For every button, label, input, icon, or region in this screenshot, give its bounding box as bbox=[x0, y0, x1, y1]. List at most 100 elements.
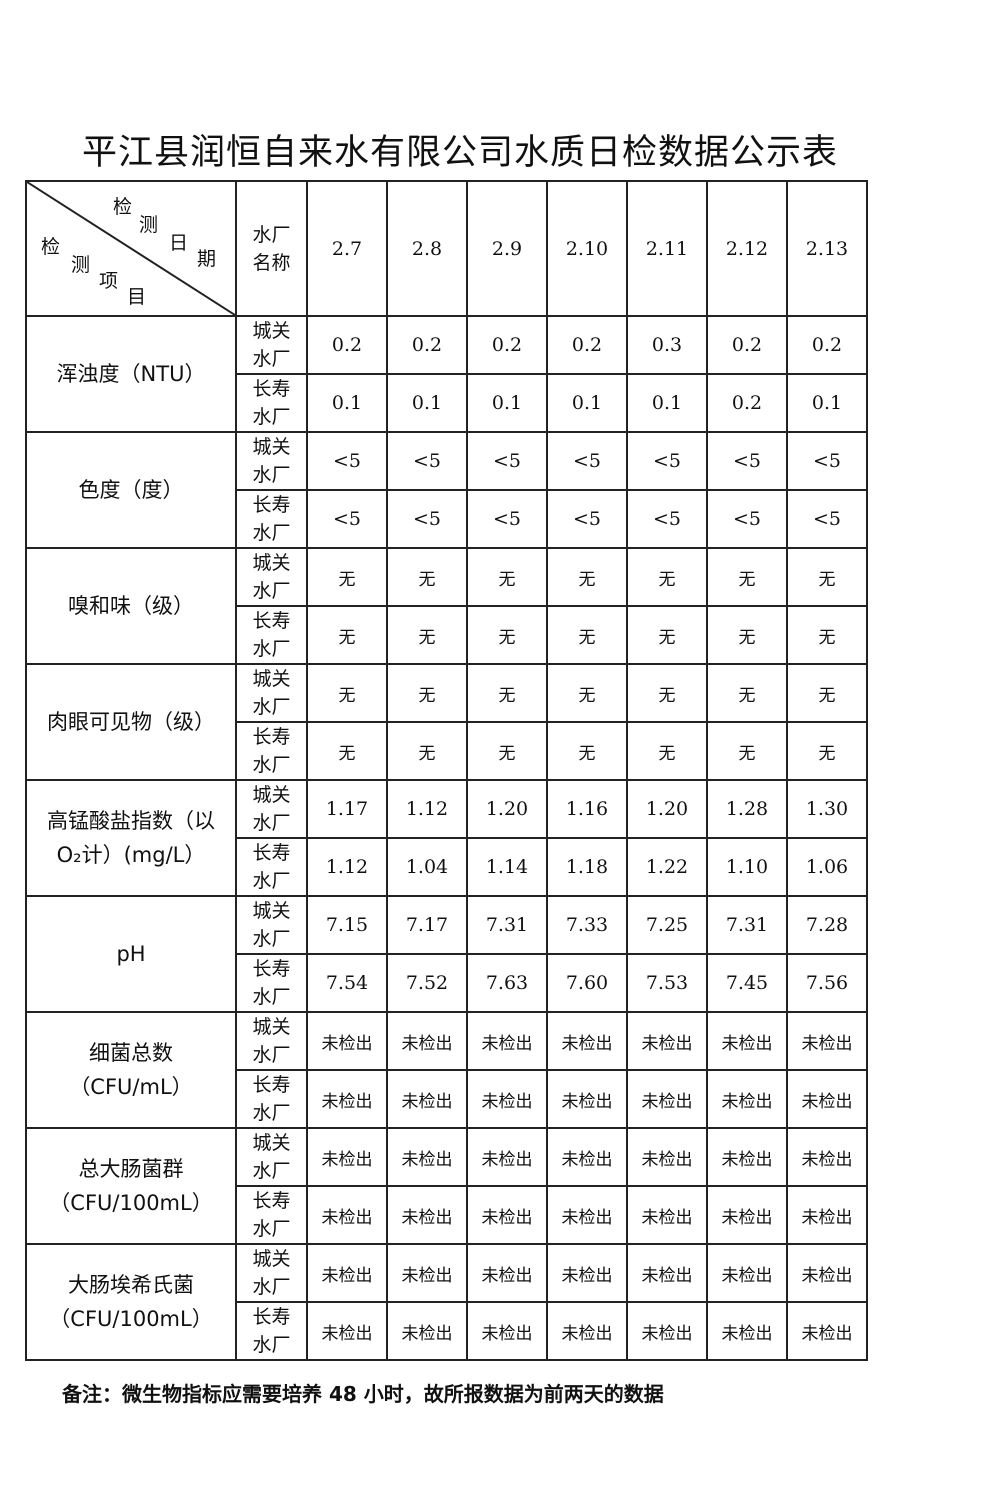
diag-item-char: 目 bbox=[127, 286, 147, 308]
plant-name-header: 水厂 名称 bbox=[235, 180, 308, 317]
value-cell: 0.3 bbox=[626, 315, 708, 375]
value-cell: 1.28 bbox=[706, 779, 788, 839]
value-cell: 未检出 bbox=[546, 1301, 628, 1361]
value-cell: <5 bbox=[386, 431, 468, 491]
value-cell: 未检出 bbox=[626, 1185, 708, 1245]
value-cell: <5 bbox=[546, 489, 628, 549]
value-cell: 无 bbox=[466, 547, 548, 607]
value-cell: 0.2 bbox=[546, 315, 628, 375]
item-name: 大肠埃希氏菌 （CFU/100mL） bbox=[25, 1243, 237, 1361]
value-cell: <5 bbox=[786, 431, 868, 491]
value-cell: 7.25 bbox=[626, 895, 708, 955]
plant-name-line: 水厂 bbox=[252, 812, 291, 834]
item-name: 高锰酸盐指数（以 O₂计）(mg/L） bbox=[25, 779, 237, 897]
plant-name-line: 长寿 bbox=[252, 726, 291, 748]
table-row: 高锰酸盐指数（以 O₂计）(mg/L） 城关 水厂 1.17 1.12 1.20 1.16 1.… bbox=[25, 779, 868, 897]
plant-name-line: 水厂 bbox=[252, 1276, 291, 1298]
value-cell: 0.2 bbox=[306, 315, 388, 375]
value-cell: 无 bbox=[706, 547, 788, 607]
value-cell: 无 bbox=[546, 663, 628, 723]
plant-name-line: 城关 bbox=[252, 668, 291, 690]
item-name-line: 色度（度） bbox=[78, 478, 184, 502]
table-row: 长寿 水厂 未检出 未检出 未检出 未检出 未检出 未检出 未检出 bbox=[26, 1069, 868, 1129]
table-row: 长寿 水厂无无无无无无无 bbox=[26, 721, 868, 781]
diagonal-header-cell: 检 测 日 期 检 测 项 目 bbox=[25, 180, 237, 317]
table-row: 细菌总数 （CFU/mL） 城关 水厂 未检出 未检出 未检出 未检出 未检出 未检出 未检出 bbox=[25, 1011, 868, 1129]
value-cell: 无 bbox=[786, 605, 868, 665]
plant-name: 长寿 水厂 bbox=[235, 605, 308, 665]
value-cell: <5 bbox=[306, 489, 388, 549]
value-cell: 7.45 bbox=[706, 953, 788, 1013]
plant-name-line: 水厂 bbox=[252, 928, 291, 950]
value-cell: 1.17 bbox=[306, 779, 388, 839]
diag-date-char: 期 bbox=[197, 248, 217, 270]
value-cell: 未检出 bbox=[466, 1243, 548, 1303]
value-cell: 无 bbox=[706, 721, 788, 781]
value-cell: 无 bbox=[386, 663, 468, 723]
table-row: 嗅和味（级） 城关 水厂无无无无无无无 bbox=[25, 547, 868, 665]
value-cell: 未检出 bbox=[706, 1301, 788, 1361]
table-row: 色度（度） 城关 水厂 <5 <5 <5 <5 <5 <5 <5 bbox=[25, 431, 868, 549]
value-cell: 无 bbox=[626, 663, 708, 723]
value-cell: 1.12 bbox=[306, 837, 388, 897]
value-cell: 未检出 bbox=[706, 1185, 788, 1245]
plant-name-line: 水厂 bbox=[252, 1044, 291, 1066]
value-cell: 0.2 bbox=[706, 315, 788, 375]
value-cell: 未检出 bbox=[706, 1069, 788, 1129]
plant-name-line: 水厂 bbox=[252, 754, 291, 776]
plant-name-line: 水厂 bbox=[252, 638, 291, 660]
plant-name: 长寿 水厂 bbox=[235, 1185, 308, 1245]
date-header: 2.9 bbox=[466, 180, 548, 317]
value-cell: 未检出 bbox=[466, 1069, 548, 1129]
value-cell: <5 bbox=[386, 489, 468, 549]
item-name-line: 细菌总数 bbox=[89, 1041, 173, 1065]
plant-name-line: 长寿 bbox=[252, 610, 291, 632]
plant-header-line: 名称 bbox=[252, 251, 291, 274]
value-cell: 无 bbox=[386, 547, 468, 607]
plant-name: 长寿 水厂 bbox=[235, 1069, 308, 1129]
item-name: 色度（度） bbox=[25, 431, 237, 549]
table-row: 长寿 水厂 <5 <5 <5 <5 <5 <5 <5 bbox=[26, 489, 868, 549]
value-cell: 无 bbox=[706, 605, 788, 665]
item-name-line: 嗅和味（级） bbox=[68, 594, 194, 618]
plant-name-line: 水厂 bbox=[252, 348, 291, 370]
value-cell: 1.22 bbox=[626, 837, 708, 897]
value-cell: <5 bbox=[466, 431, 548, 491]
value-cell: 1.20 bbox=[466, 779, 548, 839]
value-cell: 未检出 bbox=[546, 1243, 628, 1303]
diag-item-char: 测 bbox=[71, 254, 91, 276]
value-cell: 未检出 bbox=[786, 1301, 868, 1361]
plant-name-line: 水厂 bbox=[252, 986, 291, 1008]
value-cell: <5 bbox=[626, 489, 708, 549]
plant-name-line: 水厂 bbox=[252, 580, 291, 602]
plant-name: 长寿 水厂 bbox=[235, 721, 308, 781]
value-cell: 未检出 bbox=[466, 1185, 548, 1245]
value-cell: 7.28 bbox=[786, 895, 868, 955]
value-cell: 未检出 bbox=[786, 1127, 868, 1187]
plant-name-line: 城关 bbox=[252, 1248, 291, 1270]
value-cell: 7.54 bbox=[306, 953, 388, 1013]
value-cell: 未检出 bbox=[386, 1069, 468, 1129]
diag-date-char: 检 bbox=[113, 196, 133, 218]
value-cell: 无 bbox=[466, 605, 548, 665]
value-cell: 7.63 bbox=[466, 953, 548, 1013]
value-cell: 未检出 bbox=[546, 1185, 628, 1245]
plant-name-line: 长寿 bbox=[252, 842, 291, 864]
date-header: 2.7 bbox=[306, 180, 388, 317]
value-cell: 0.2 bbox=[386, 315, 468, 375]
value-cell: 0.1 bbox=[626, 373, 708, 433]
plant-name-line: 城关 bbox=[252, 1016, 291, 1038]
plant-name-line: 长寿 bbox=[252, 958, 291, 980]
value-cell: 无 bbox=[786, 547, 868, 607]
value-cell: 无 bbox=[466, 663, 548, 723]
value-cell: 1.18 bbox=[546, 837, 628, 897]
value-cell: 未检出 bbox=[386, 1011, 468, 1071]
plant-name: 城关 水厂 bbox=[235, 547, 308, 607]
value-cell: <5 bbox=[706, 431, 788, 491]
value-cell: 未检出 bbox=[546, 1011, 628, 1071]
table-row: pH 城关 水厂 7.15 7.17 7.31 7.33 7.25 7.31 7.28 bbox=[25, 895, 868, 1013]
plant-name-line: 长寿 bbox=[252, 494, 291, 516]
value-cell: 未检出 bbox=[786, 1069, 868, 1129]
value-cell: <5 bbox=[466, 489, 548, 549]
value-cell: 无 bbox=[546, 547, 628, 607]
